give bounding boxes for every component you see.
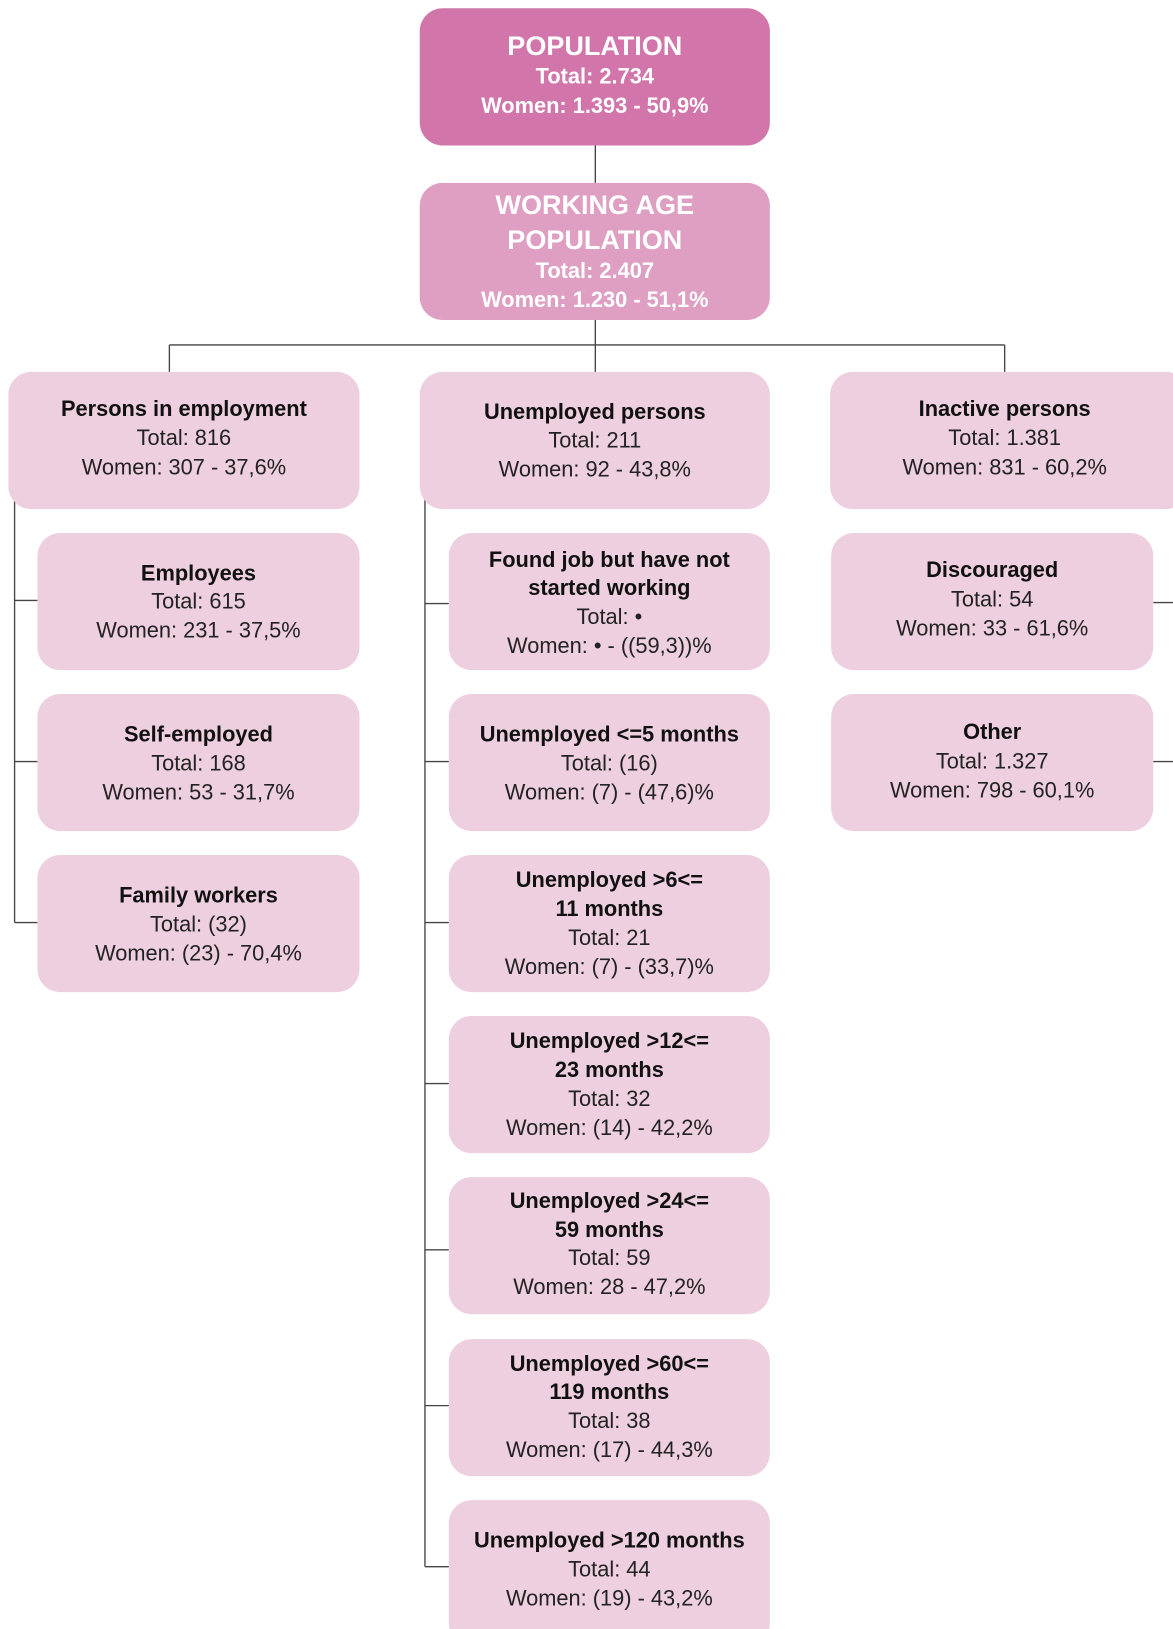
node-women: Women: (19) - 43,2%: [506, 1586, 713, 1611]
node-title: Unemployed >24<=: [510, 1188, 709, 1213]
node-total: Total: 816: [137, 425, 232, 450]
node-box: [448, 1500, 770, 1629]
node-title: Persons in employment: [61, 396, 307, 421]
node-total: Total: (32): [150, 911, 247, 936]
node-title: POPULATION: [507, 225, 682, 255]
node: Found job but have not started working Tot…: [448, 532, 770, 671]
node-women: Women: 1.393 - 50,9%: [481, 93, 708, 118]
node-box: [8, 371, 360, 510]
node-box: [448, 693, 770, 832]
node-title: 119 months: [549, 1379, 669, 1404]
node-title: 23 months: [555, 1057, 664, 1082]
node-total: Total: 21: [568, 925, 650, 950]
node-title: Self-employed: [124, 721, 273, 746]
node-title: POPULATION: [507, 31, 682, 61]
node-box: [831, 693, 1154, 832]
node-women: Women: (7) - (33,7)%: [505, 954, 714, 979]
connector: [1153, 601, 1173, 763]
node-box: [448, 855, 770, 993]
node-total: Total: 168: [151, 750, 246, 775]
node-box: [37, 693, 360, 832]
node: POPULATION Total: 2.734 Women: 1.393 - 50,…: [419, 8, 770, 146]
node-title: Unemployed >60<=: [510, 1351, 709, 1376]
node-title: 59 months: [555, 1217, 664, 1242]
node-total: Total: 1.381: [948, 425, 1061, 450]
node: Unemployed >12<= 23 months Total: 32 Women:…: [448, 1016, 770, 1154]
node-title: Unemployed persons: [484, 399, 706, 424]
node-title: 11 months: [555, 896, 663, 921]
node: Unemployed >60<= 119 months Total: 38 Women…: [448, 1339, 770, 1477]
node-total: Total: 211: [548, 427, 641, 452]
node-box: [448, 1177, 770, 1315]
node-box: [831, 532, 1154, 671]
node: Unemployed >24<= 59 months Total: 59 Women:…: [448, 1177, 770, 1315]
node-title: Inactive persons: [919, 396, 1091, 421]
node-box: [448, 1016, 770, 1154]
connector: [424, 498, 449, 1568]
node-box: [419, 182, 770, 320]
node: Persons in employment Total: 816 Women: 30…: [8, 371, 360, 510]
node-total: Total: 44: [568, 1557, 650, 1582]
node-title: started working: [528, 575, 690, 600]
node: Self-employed Total: 168 Women: 53 - 31,7%: [37, 693, 360, 832]
node-women: Women: (17) - 44,3%: [506, 1437, 713, 1462]
node-women: Women: (7) - (47,6)%: [505, 779, 714, 804]
node-box: [448, 532, 770, 671]
node-box: [830, 371, 1173, 510]
node-women: Women: 53 - 31,7%: [102, 779, 294, 804]
node-title: Family workers: [119, 882, 278, 907]
node-title: WORKING AGE: [496, 190, 694, 220]
nodes: POPULATION Total: 2.734 Women: 1.393 - 50,…: [8, 8, 1173, 1629]
node: Family workers Total: (32) Women: (23) - 7…: [37, 855, 360, 993]
node: Unemployed >6<= 11 months Total: 21 Women: …: [448, 855, 770, 993]
node-women: Women: 92 - 43,8%: [499, 456, 691, 481]
node: Unemployed <=5 months Total: (16) Women: (…: [448, 693, 770, 832]
node-box: [419, 371, 770, 510]
connectors: [13, 145, 1173, 1568]
node-women: Women: • - ((59,3))%: [507, 633, 712, 658]
node-women: Women: (14) - 42,2%: [506, 1115, 713, 1140]
node-title: Other: [963, 719, 1022, 744]
node-women: Women: (23) - 70,4%: [95, 941, 302, 966]
node-total: Total: 2.407: [536, 258, 654, 283]
node-title: Employees: [141, 560, 256, 585]
node: Inactive persons Total: 1.381 Women: 831 -…: [830, 371, 1173, 510]
node: WORKING AGE POPULATION Total: 2.407 Women: …: [419, 182, 770, 320]
node-title: Unemployed <=5 months: [480, 721, 739, 746]
node-total: Total: 54: [951, 586, 1033, 611]
node-women: Women: 831 - 60,2%: [902, 454, 1106, 479]
node-title: Discouraged: [926, 557, 1058, 582]
node-total: Total: 32: [568, 1086, 650, 1111]
node-women: Women: 1.230 - 51,1%: [481, 287, 708, 312]
node-women: Women: 798 - 60,1%: [890, 777, 1094, 802]
node-total: Total: 615: [151, 588, 246, 613]
node-box: [448, 1339, 770, 1477]
node-title: Unemployed >6<=: [516, 867, 703, 892]
node-women: Women: 33 - 61,6%: [896, 615, 1088, 640]
node: Employees Total: 615 Women: 231 - 37,5%: [37, 532, 360, 671]
node-total: Total: (16): [561, 750, 658, 775]
node-total: Total: 1.327: [936, 748, 1049, 773]
node: Unemployed persons Total: 211 Women: 92 - …: [419, 371, 770, 510]
node: Other Total: 1.327 Women: 798 - 60,1%: [831, 693, 1154, 832]
node-women: Women: 28 - 47,2%: [513, 1274, 705, 1299]
node: Discouraged Total: 54 Women: 33 - 61,6%: [831, 532, 1154, 671]
node-total: Total: 38: [568, 1408, 650, 1433]
node-women: Women: 231 - 37,5%: [96, 617, 300, 642]
node-title: Unemployed >120 months: [474, 1527, 745, 1552]
node-total: Total: 59: [568, 1245, 650, 1270]
node-box: [419, 8, 770, 146]
node-title: Unemployed >12<=: [510, 1028, 709, 1053]
node-women: Women: 307 - 37,6%: [82, 454, 286, 479]
node-box: [37, 855, 360, 993]
node: Unemployed >120 months Total: 44 Women: (1…: [448, 1500, 770, 1629]
connector: [13, 498, 38, 924]
connector: [168, 145, 1006, 372]
node-total: Total: •: [576, 604, 642, 629]
node-title: Found job but have not: [489, 547, 730, 572]
node-total: Total: 2.734: [536, 64, 654, 89]
node-box: [37, 532, 360, 671]
